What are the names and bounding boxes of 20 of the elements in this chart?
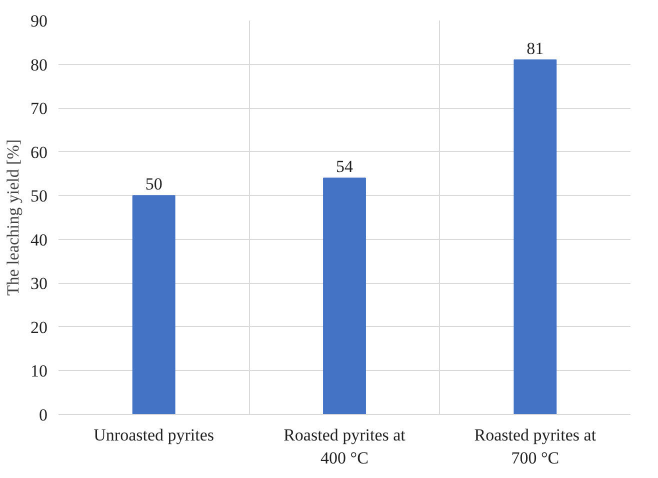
- y-tick-label: 70: [30, 99, 48, 118]
- y-tick-label: 40: [30, 230, 48, 250]
- y-tick-label: 50: [30, 186, 48, 206]
- bar: [514, 59, 557, 414]
- x-tick-label: Roasted pyrites at 700 °C: [474, 426, 596, 468]
- y-tick-label: 80: [30, 55, 48, 74]
- x-tick-label: Roasted pyrites at 400 °C: [284, 426, 406, 468]
- data-label: 54: [336, 157, 354, 176]
- bar: [132, 195, 176, 414]
- bar: [323, 178, 366, 414]
- data-label: 81: [526, 38, 544, 58]
- y-tick-label: 90: [30, 12, 48, 30]
- y-axis-title: The leaching yield [%]: [4, 139, 22, 296]
- y-tick-label: 30: [30, 274, 48, 294]
- y-tick-label: 20: [30, 318, 48, 337]
- data-label: 50: [145, 174, 162, 194]
- x-tick-label: Unroasted pyrites: [94, 426, 214, 444]
- y-tick-label: 0: [39, 406, 48, 424]
- y-tick-label: 10: [30, 362, 48, 381]
- y-tick-label: 60: [30, 142, 48, 162]
